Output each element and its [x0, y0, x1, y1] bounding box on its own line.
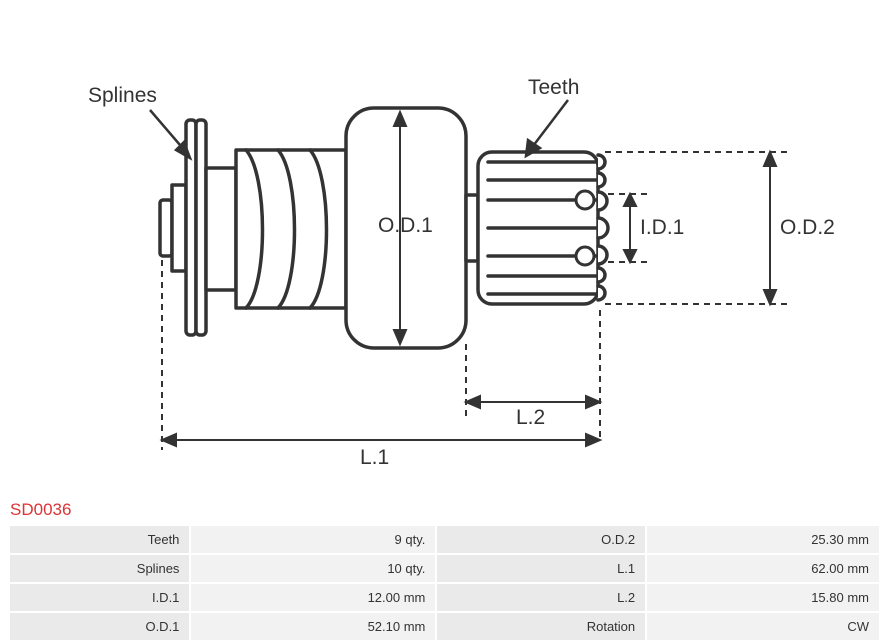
spec-label: L.2 [437, 584, 645, 611]
spec-label: Rotation [437, 613, 645, 640]
table-row: O.D.1 52.10 mm Rotation CW [10, 613, 879, 640]
spec-value: 62.00 mm [647, 555, 879, 582]
spec-value: 10 qty. [191, 555, 435, 582]
spec-label: Splines [10, 555, 189, 582]
spec-value: 12.00 mm [191, 584, 435, 611]
spec-value: 15.80 mm [647, 584, 879, 611]
spec-value: CW [647, 613, 879, 640]
spec-value: 9 qty. [191, 526, 435, 553]
spec-label: Teeth [10, 526, 189, 553]
label-l1: L.1 [360, 446, 389, 470]
label-teeth: Teeth [528, 76, 579, 100]
label-splines: Splines [88, 84, 157, 108]
label-id1: I.D.1 [640, 216, 684, 240]
spec-value: 25.30 mm [647, 526, 879, 553]
diagram-svg [0, 0, 889, 500]
spec-label: L.1 [437, 555, 645, 582]
label-l2: L.2 [516, 406, 545, 430]
part-code: SD0036 [10, 500, 71, 520]
label-od2: O.D.2 [780, 216, 835, 240]
spec-value: 52.10 mm [191, 613, 435, 640]
spec-label: O.D.1 [10, 613, 189, 640]
spec-label: I.D.1 [10, 584, 189, 611]
spec-label: O.D.2 [437, 526, 645, 553]
table-row: I.D.1 12.00 mm L.2 15.80 mm [10, 584, 879, 611]
table-row: Splines 10 qty. L.1 62.00 mm [10, 555, 879, 582]
spec-table: Teeth 9 qty. O.D.2 25.30 mm Splines 10 q… [8, 524, 881, 642]
diagram-area: Splines Teeth O.D.1 I.D.1 O.D.2 L.2 L.1 [0, 0, 889, 500]
label-od1: O.D.1 [378, 214, 433, 238]
table-row: Teeth 9 qty. O.D.2 25.30 mm [10, 526, 879, 553]
